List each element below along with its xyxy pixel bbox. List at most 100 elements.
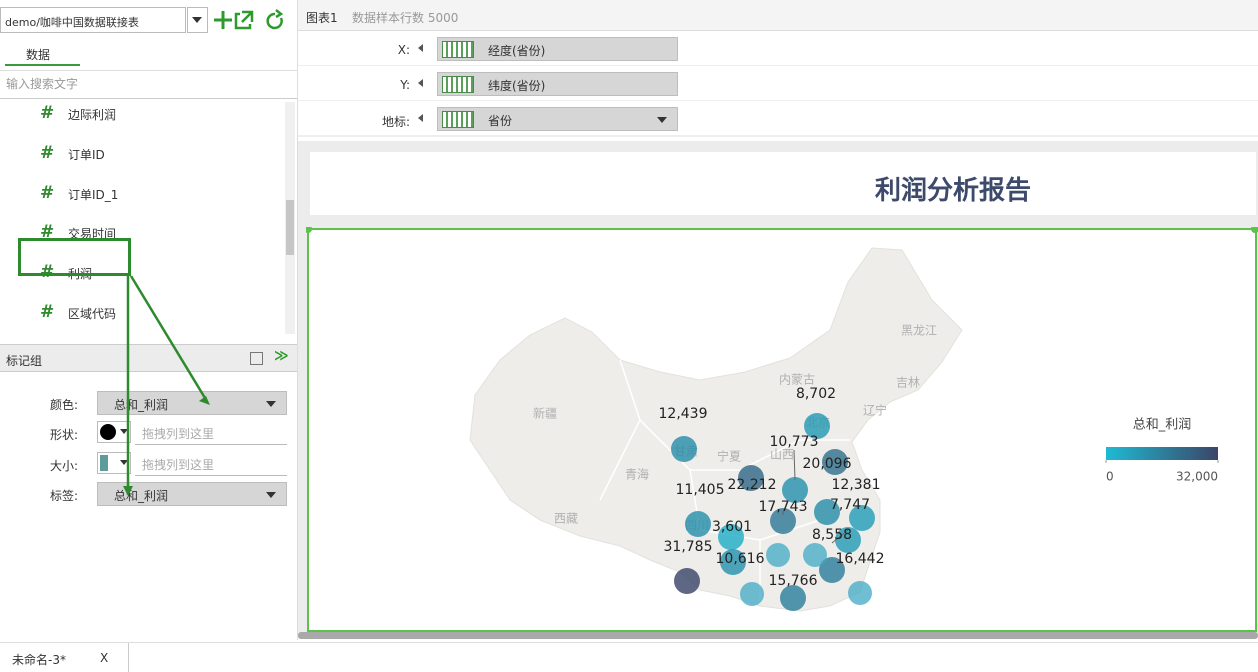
legend-bar: [1106, 447, 1218, 460]
field-icon: #: [40, 103, 55, 123]
refresh-icon[interactable]: [266, 9, 284, 30]
legend-tick-label: 32,000: [1176, 470, 1218, 484]
bubble: [835, 527, 861, 553]
marks-header: 标记组 ≫: [0, 344, 297, 372]
add-icon[interactable]: [214, 11, 232, 29]
binding-field[interactable]: 纬度(省份): [437, 72, 678, 96]
field-name: 订单ID_1: [68, 187, 119, 202]
select-arrow[interactable]: [187, 7, 208, 33]
drop-placeholder: 拖拽列到这里: [142, 458, 215, 472]
mark-picker[interactable]: [97, 421, 131, 443]
shape-swatch: [100, 424, 116, 440]
data-label: 8,558: [812, 527, 852, 543]
chart-title: 利润分析报告: [875, 176, 1032, 206]
divider: [0, 70, 297, 71]
bubble-unlabeled: [803, 543, 827, 567]
drop-line: [135, 475, 287, 476]
data-label: 12,439: [659, 406, 708, 422]
size-swatch: [100, 455, 108, 471]
binding-field[interactable]: 经度(省份): [437, 37, 678, 61]
left-panel: demo/咖啡中国数据联接表 数据 输入搜索文字 # 边际利润 # 订单ID # 订单ID…: [0, 0, 298, 640]
mark-field[interactable]: 总和_利润: [97, 482, 287, 506]
field-name: 边际利润: [68, 108, 117, 122]
bubble: [804, 413, 830, 439]
data-tab[interactable]: 数据: [26, 48, 51, 62]
tab-close[interactable]: X: [100, 651, 109, 665]
bubble: [671, 436, 697, 462]
field-item[interactable]: # 边际利润: [0, 99, 280, 129]
binding-arrow[interactable]: [418, 114, 423, 122]
bubble: [782, 477, 808, 503]
bubble-unlabeled: [766, 543, 790, 567]
collapse-icon[interactable]: ≫: [274, 348, 289, 364]
field-icon: #: [40, 222, 55, 243]
binding-label: 地标:: [381, 115, 410, 129]
mark-picker[interactable]: [97, 452, 131, 474]
data-label: 15,766: [769, 573, 818, 589]
handle[interactable]: [306, 227, 312, 233]
binding-value: 经度(省份): [488, 44, 546, 58]
h-scrollbar[interactable]: [298, 632, 1258, 639]
field-item[interactable]: # 区域代码: [0, 298, 280, 328]
legend-tick-label: 0: [1106, 470, 1114, 484]
region-label: 黑龙江: [901, 324, 937, 338]
drop-line: [135, 444, 287, 445]
region-label: 西藏: [554, 512, 578, 526]
chart-header: 图表1 数据样本行数 5000: [298, 0, 1258, 31]
region-label: 吉林: [896, 376, 920, 390]
field-item[interactable]: # 交易时间: [0, 218, 280, 248]
tab-underline: [5, 64, 80, 66]
doc-tab[interactable]: 未命名-3*: [12, 653, 66, 667]
binding-arrow[interactable]: [418, 44, 423, 52]
map-chart: 黑龙江吉林辽宁内蒙古北京新疆青海西藏甘肃宁夏山西四川12,4398,70210,…: [306, 227, 1258, 632]
marks-icon[interactable]: [250, 352, 263, 365]
leader-line: [793, 449, 796, 481]
bubble: [849, 505, 875, 531]
field-name: 交易时间: [68, 227, 117, 242]
region-label: 宁夏: [717, 449, 741, 464]
mark-field[interactable]: 总和_利润: [97, 391, 287, 415]
leader-line: [831, 529, 849, 544]
dropdown-caret: [266, 401, 276, 407]
region-label: 新疆: [533, 406, 557, 421]
field-item[interactable]: # 订单ID_1: [0, 179, 280, 209]
data-label: 3,601: [712, 519, 752, 535]
bubble: [674, 568, 700, 594]
bubble: [819, 557, 845, 583]
marks-title: 标记组: [6, 354, 43, 368]
region-label: 内蒙古: [779, 372, 815, 387]
binding-arrow[interactable]: [418, 79, 423, 87]
data-label: 7,747: [830, 497, 870, 513]
geo-icon: [442, 41, 474, 58]
drop-placeholder: 拖拽列到这里: [142, 427, 215, 441]
field-icon: #: [40, 262, 55, 283]
mark-label: 形状:: [50, 428, 79, 442]
field-name: 区域代码: [68, 307, 117, 321]
picker-caret: [120, 429, 128, 434]
binding-value: 纬度(省份): [488, 79, 546, 93]
bubble: [780, 585, 806, 611]
search-input[interactable]: 输入搜索文字: [6, 77, 79, 91]
data-label: 20,096: [803, 456, 852, 472]
tab-bar: 未命名-3* X: [0, 642, 1258, 672]
dropdown-caret: [266, 492, 276, 498]
binding-field[interactable]: 省份: [437, 107, 678, 131]
bubble: [720, 549, 746, 575]
field-icon: #: [40, 142, 55, 163]
data-label: 10,773: [770, 434, 819, 450]
bubble: [814, 499, 840, 525]
bubble: [718, 524, 744, 550]
handle[interactable]: [1251, 227, 1258, 233]
region-label: 辽宁: [863, 403, 887, 418]
picker-caret: [120, 460, 128, 465]
table-select[interactable]: demo/咖啡中国数据联接表: [0, 7, 186, 33]
mark-label: 大小:: [50, 459, 79, 473]
field-list: # 边际利润 # 订单ID # 订单ID_1 # 交易时间 # 利润 # 区域代码: [0, 99, 284, 339]
data-label: 17,743: [759, 499, 808, 515]
field-icon: #: [40, 182, 55, 203]
open-icon[interactable]: [234, 10, 254, 30]
field-item[interactable]: # 订单ID: [0, 139, 280, 169]
mark-value: 总和_利润: [114, 398, 169, 412]
scrollbar[interactable]: [285, 102, 295, 334]
